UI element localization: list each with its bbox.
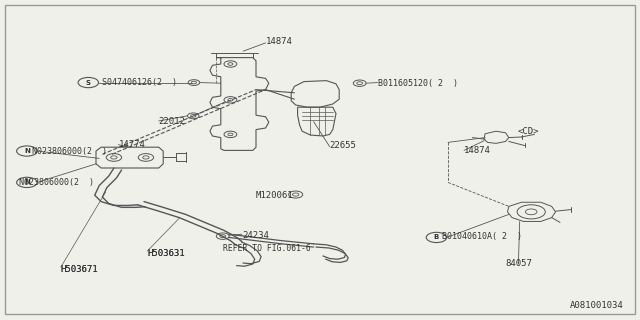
Text: N023806000(2  ): N023806000(2 ) — [32, 147, 107, 156]
Text: 84057: 84057 — [505, 260, 532, 268]
Text: N: N — [24, 180, 30, 185]
Text: M120061: M120061 — [256, 191, 294, 200]
Text: 24234: 24234 — [242, 231, 269, 240]
Text: S: S — [86, 80, 91, 85]
Circle shape — [17, 177, 37, 188]
Circle shape — [78, 77, 99, 88]
Text: S047406126(2  ): S047406126(2 ) — [102, 78, 177, 87]
Text: 14874: 14874 — [464, 146, 491, 155]
Text: B011605120( 2  ): B011605120( 2 ) — [378, 79, 458, 88]
Text: B01040610A( 2  ): B01040610A( 2 ) — [442, 232, 522, 241]
Text: N023806000(2  ): N023806000(2 ) — [19, 178, 94, 187]
Text: 14774: 14774 — [118, 140, 145, 148]
Text: H503631: H503631 — [147, 249, 185, 258]
Text: A081001034: A081001034 — [570, 301, 624, 310]
Circle shape — [17, 146, 37, 156]
Text: N: N — [24, 148, 30, 154]
Text: REFER TO FIG.061-6: REFER TO FIG.061-6 — [223, 244, 310, 253]
Text: 22655: 22655 — [330, 141, 356, 150]
Text: H503631: H503631 — [147, 249, 185, 258]
Text: H503671: H503671 — [61, 265, 99, 274]
Text: H503671: H503671 — [61, 265, 99, 274]
Circle shape — [426, 232, 447, 243]
Text: B: B — [434, 235, 439, 240]
Text: <CD>: <CD> — [517, 127, 539, 136]
Text: 22012: 22012 — [159, 117, 186, 126]
Text: 14874: 14874 — [266, 37, 292, 46]
